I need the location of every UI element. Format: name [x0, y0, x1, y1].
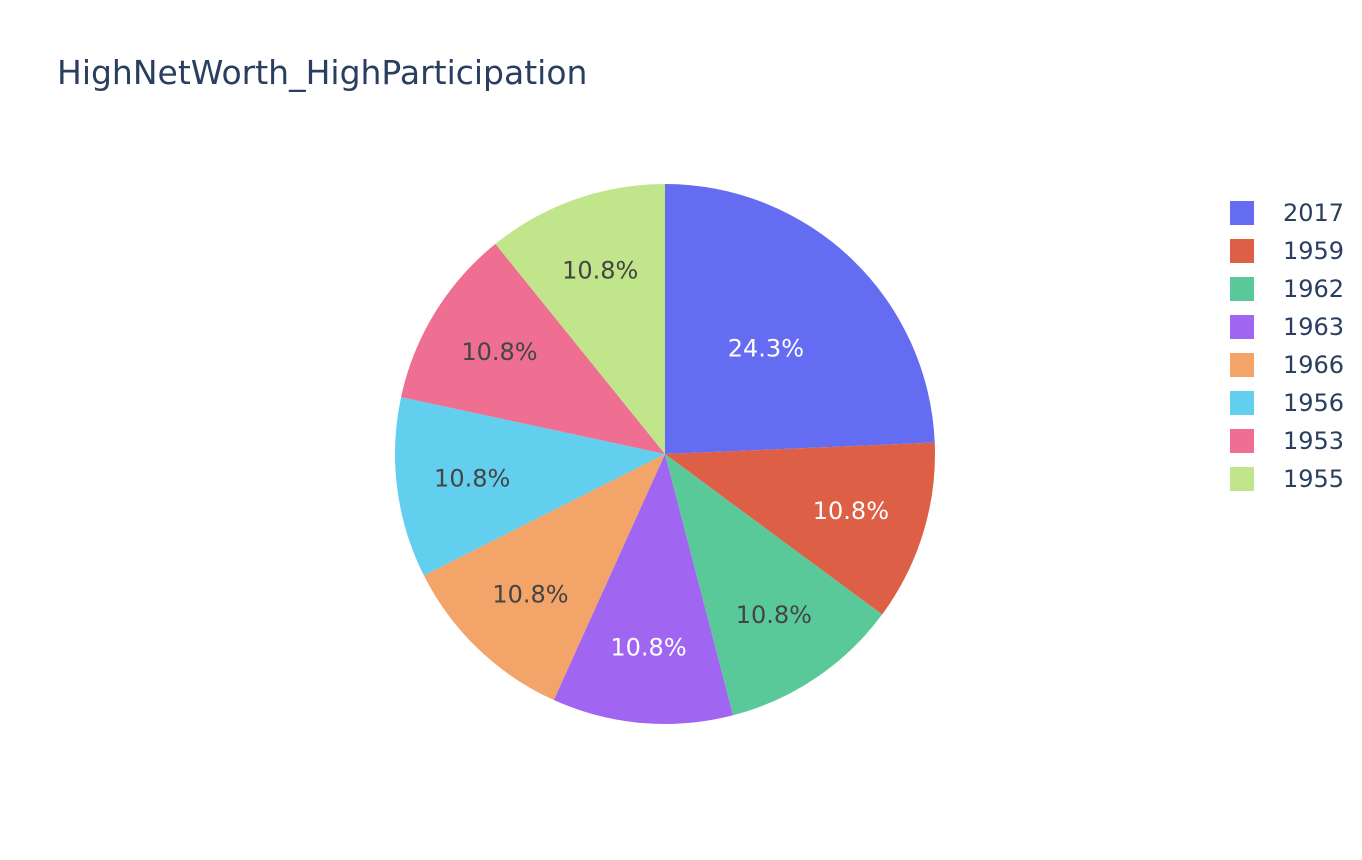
slice-label-1963: 10.8%: [610, 634, 686, 662]
slice-label-1953: 10.8%: [461, 338, 537, 366]
legend-swatch-1953[interactable]: [1230, 429, 1254, 453]
pie-slice-1953[interactable]: [401, 243, 665, 454]
chart-title: HighNetWorth_HighParticipation: [57, 53, 587, 92]
legend-label-1963[interactable]: 1963: [1283, 313, 1344, 341]
legend-swatch-1956[interactable]: [1230, 391, 1254, 415]
legend-label-1956[interactable]: 1956: [1283, 389, 1344, 417]
legend-label-1966[interactable]: 1966: [1283, 351, 1344, 379]
legend-label-1953[interactable]: 1953: [1283, 427, 1344, 455]
slice-label-1966: 10.8%: [492, 580, 568, 608]
legend: 2017 1959 1962 1963 1966 1956 1953 1955: [1230, 199, 1344, 493]
slice-label-1955: 10.8%: [562, 257, 638, 285]
pie-slice-1962[interactable]: [665, 454, 883, 716]
pie-slice-1963[interactable]: [553, 454, 734, 725]
legend-swatch-1959[interactable]: [1230, 239, 1254, 263]
legend-swatch-1955[interactable]: [1230, 467, 1254, 491]
slice-label-2017: 24.3%: [728, 335, 804, 363]
legend-swatch-1963[interactable]: [1230, 315, 1254, 339]
slice-label-1959: 10.8%: [813, 497, 889, 525]
pie-slices: [394, 184, 935, 725]
slice-label-1962: 10.8%: [736, 601, 812, 629]
legend-swatch-1962[interactable]: [1230, 277, 1254, 301]
pie-slice-1955[interactable]: [495, 184, 665, 454]
pie-slice-1956[interactable]: [394, 397, 665, 576]
legend-swatch-2017[interactable]: [1230, 201, 1254, 225]
pie-slice-labels: 24.3% 10.8% 10.8% 10.8% 10.8% 10.8% 10.8% 10.8%: [434, 257, 889, 662]
legend-label-2017[interactable]: 2017: [1283, 199, 1344, 227]
legend-label-1962[interactable]: 1962: [1283, 275, 1344, 303]
pie-slice-1959[interactable]: [665, 442, 935, 615]
legend-swatch-1966[interactable]: [1230, 353, 1254, 377]
pie-slice-2017[interactable]: [665, 184, 935, 454]
slice-label-1956: 10.8%: [434, 465, 510, 493]
legend-label-1955[interactable]: 1955: [1283, 465, 1344, 493]
pie-slice-1966[interactable]: [423, 454, 665, 701]
legend-label-1959[interactable]: 1959: [1283, 237, 1344, 265]
